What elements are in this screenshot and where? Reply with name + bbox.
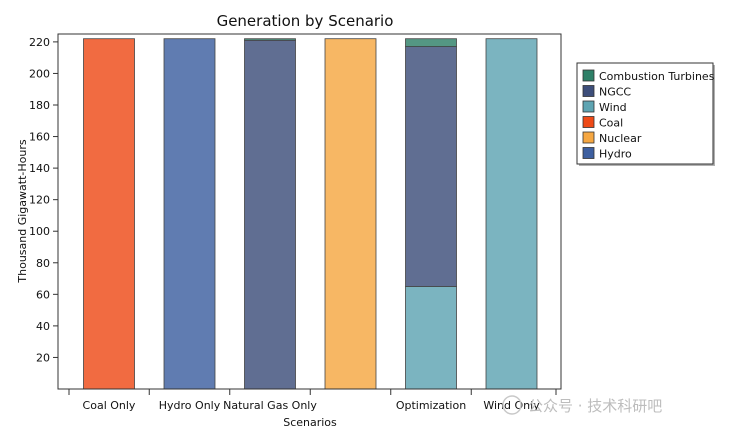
legend-label-nuclear: Nuclear bbox=[599, 132, 642, 145]
legend-swatch-combustion-turbines bbox=[582, 69, 595, 82]
y-tick-label-100: 100 bbox=[29, 225, 50, 238]
y-tick-label-40: 40 bbox=[36, 320, 50, 333]
bars-group bbox=[83, 38, 538, 390]
legend-label-hydro: Hydro bbox=[599, 148, 632, 161]
plot-frame bbox=[57, 33, 562, 390]
legend-label-coal: Coal bbox=[599, 117, 623, 130]
legend-label-ngcc: NGCC bbox=[599, 86, 631, 99]
wechat-icon bbox=[502, 395, 522, 415]
bar-combustion-turbines-2 bbox=[244, 38, 296, 41]
x-axis: Coal Only Hydro Only Natural Gas Only Optim… bbox=[68, 389, 557, 412]
x-tick-label-0: Coal Only bbox=[83, 399, 136, 412]
legend-swatch-coal bbox=[582, 116, 595, 128]
bar-ngcc-2 bbox=[244, 39, 296, 390]
y-tick-label-180: 180 bbox=[29, 99, 50, 112]
legend-label-wind: Wind bbox=[599, 101, 627, 114]
chart-title: Generation by Scenario bbox=[217, 12, 394, 30]
bar-wind-5 bbox=[485, 38, 538, 390]
bar-coal-0 bbox=[83, 38, 135, 390]
legend-swatch-nuclear bbox=[582, 131, 595, 144]
y-tick-label-80: 80 bbox=[36, 257, 50, 270]
legend-box bbox=[576, 62, 714, 165]
watermark-text: 公众号 · 技术科研吧 bbox=[528, 397, 662, 415]
y-tick-label-140: 140 bbox=[29, 162, 50, 175]
watermark: 公众号 · 技术科研吧 bbox=[502, 395, 662, 415]
bar-nuclear-3 bbox=[324, 38, 377, 390]
legend-label-combustion-turbines: Combustion Turbines bbox=[599, 70, 715, 83]
bar-wind-4 bbox=[405, 285, 457, 390]
x-tick-label-4: Optimization bbox=[396, 399, 466, 412]
legend: Combustion Turbines NGCC Wind Coal Nuclear Hy… bbox=[576, 62, 715, 166]
y-tick-label-200: 200 bbox=[29, 67, 50, 80]
y-tick-label-20: 20 bbox=[36, 351, 50, 364]
y-tick-label-60: 60 bbox=[36, 288, 50, 301]
x-tick-label-2: Natural Gas Only bbox=[223, 399, 317, 412]
bar-hydro-1 bbox=[163, 38, 216, 390]
x-tick-label-5: Wind Only bbox=[483, 399, 540, 412]
y-axis-label: Thousand Gigawatt-Hours bbox=[16, 139, 29, 283]
y-tick-label-160: 160 bbox=[29, 131, 50, 144]
bar-ngcc-4 bbox=[405, 46, 457, 287]
y-tick-label-120: 120 bbox=[29, 194, 50, 207]
y-tick-label-220: 220 bbox=[29, 36, 50, 49]
bar-combustion-turbines-4 bbox=[405, 38, 457, 48]
y-axis: 20 40 60 80 100 120 140 160 180 200 220 bbox=[29, 36, 58, 364]
legend-swatch-wind bbox=[582, 100, 595, 113]
legend-swatch-ngcc bbox=[582, 85, 595, 97]
legend-swatch-hydro bbox=[582, 147, 595, 159]
x-axis-label: Scenarios bbox=[283, 416, 337, 429]
x-tick-label-1: Hydro Only bbox=[159, 399, 221, 412]
